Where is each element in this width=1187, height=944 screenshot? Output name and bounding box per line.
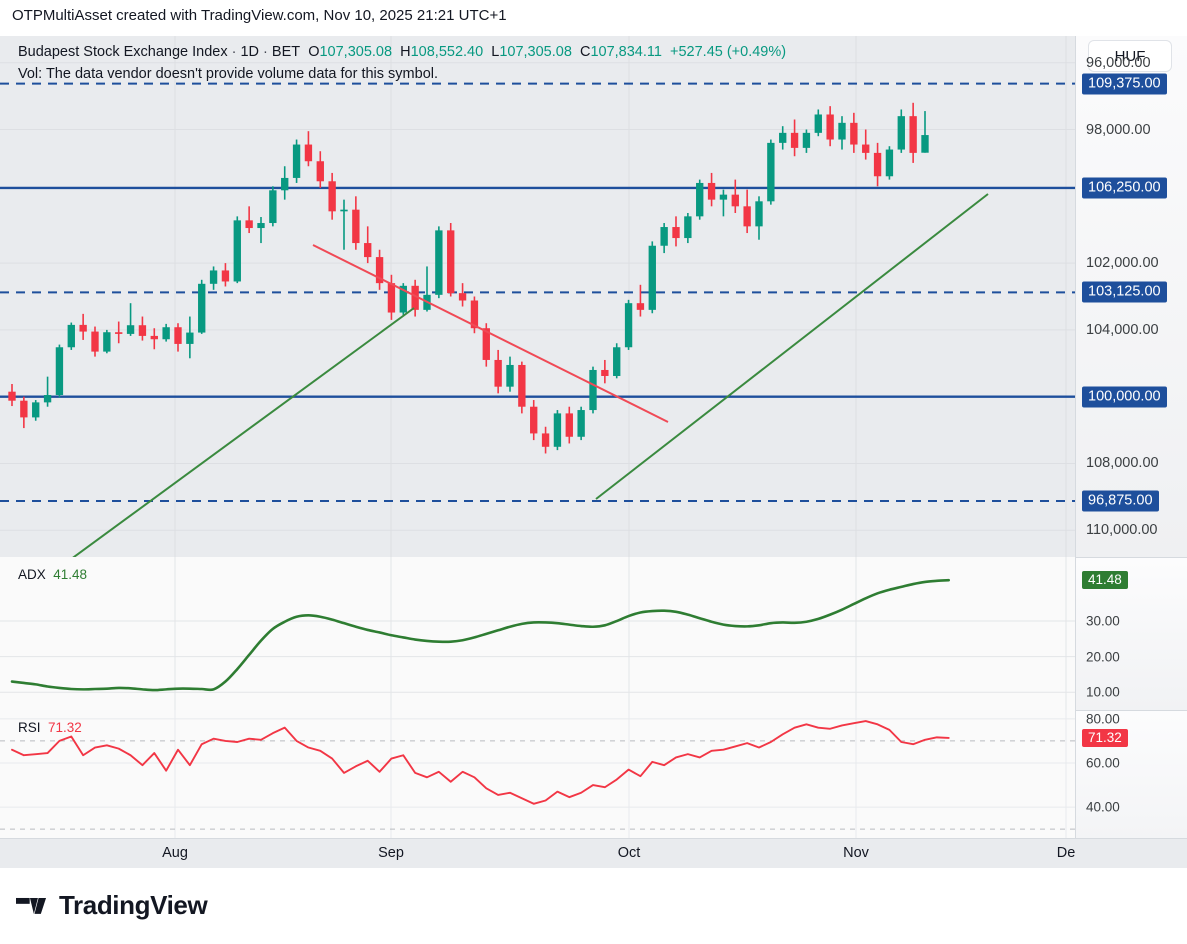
rsi-legend: RSI 71.32 xyxy=(18,720,82,735)
legend-open-label: O xyxy=(308,44,320,60)
price-pane[interactable] xyxy=(0,36,1075,557)
tradingview-mark-icon xyxy=(16,897,47,914)
legend-sep-1: · xyxy=(227,44,241,60)
legend-close-label: C xyxy=(579,44,591,60)
price-level-badge-96875[interactable]: 96,875.00 xyxy=(1082,490,1159,512)
adx-tick-20: 20.00 xyxy=(1086,649,1120,665)
adx-value-badge[interactable]: 41.48 xyxy=(1082,571,1128,590)
price-level-badge-100000[interactable]: 100,000.00 xyxy=(1082,386,1167,408)
legend-low-value: 107,305.08 xyxy=(499,44,572,60)
time-axis[interactable]: Aug Sep Oct Nov De xyxy=(0,838,1187,869)
price-tick-104000: 102,000.00 xyxy=(1086,255,1159,272)
rsi-legend-name[interactable]: RSI xyxy=(18,720,41,735)
rsi-legend-value: 71.32 xyxy=(48,720,82,735)
tradingview-logo[interactable]: TradingView xyxy=(16,890,208,921)
symbol-legend: Budapest Stock Exchange Index · 1D · BET… xyxy=(18,44,786,60)
legend-close-value: 107,834.11 xyxy=(590,44,662,60)
legend-sep-2: · xyxy=(259,44,272,60)
price-tick-110000: 96,000.00 xyxy=(1086,54,1151,71)
attribution-text: OTPMultiAsset created with TradingView.c… xyxy=(12,7,507,24)
right-price-scale[interactable]: HUF 110,000.00 108,000.00 104,000.00 102,00… xyxy=(1075,36,1187,839)
price-chart-canvas xyxy=(0,36,1075,557)
footer: TradingView xyxy=(0,868,1187,944)
legend-high-value: 108,552.40 xyxy=(410,44,484,60)
price-tick-108000: 98,000.00 xyxy=(1086,121,1151,138)
legend-high-label: H xyxy=(400,44,411,60)
adx-tick-30: 30.00 xyxy=(1086,613,1120,629)
rsi-value-badge[interactable]: 71.32 xyxy=(1082,728,1128,747)
price-tick-102000: 104,000.00 xyxy=(1086,321,1159,338)
adx-legend: ADX 41.48 xyxy=(18,567,87,582)
adx-chart-canvas xyxy=(0,557,1075,710)
time-label-de: De xyxy=(1056,845,1076,861)
time-label-aug: Aug xyxy=(162,845,188,861)
volume-legend: Vol: The data vendor doesn't provide vol… xyxy=(18,66,439,82)
legend-interval[interactable]: 1D xyxy=(240,44,260,60)
time-label-oct: Oct xyxy=(617,845,641,861)
adx-legend-value: 41.48 xyxy=(53,567,88,582)
time-label-sep: Sep xyxy=(378,845,404,861)
legend-symbol[interactable]: Budapest Stock Exchange Index xyxy=(18,44,228,60)
price-level-badge-103125[interactable]: 103,125.00 xyxy=(1082,281,1167,303)
legend-change-value: +527.45 (+0.49%) xyxy=(670,44,787,60)
adx-tick-10: 10.00 xyxy=(1086,684,1120,700)
legend-open-value: 107,305.08 xyxy=(319,44,393,60)
rsi-chart-canvas xyxy=(0,710,1075,838)
legend-low-label: L xyxy=(491,44,500,60)
currency-badge[interactable]: HUF xyxy=(1088,40,1172,72)
legend-exchange: BET xyxy=(271,44,301,60)
price-level-badge-109375[interactable]: 109,375.00 xyxy=(1082,73,1167,95)
tradingview-wordmark: TradingView xyxy=(59,890,208,920)
price-level-badge-106250[interactable]: 106,250.00 xyxy=(1082,177,1167,199)
rsi-tick-40: 40.00 xyxy=(1086,799,1120,815)
price-tick-98000: 108,000.00 xyxy=(1086,455,1159,472)
adx-pane[interactable] xyxy=(0,557,1075,710)
rsi-pane[interactable] xyxy=(0,710,1075,838)
adx-legend-name[interactable]: ADX xyxy=(18,567,46,582)
rsi-tick-60: 60.00 xyxy=(1086,755,1120,771)
rsi-tick-80: 80.00 xyxy=(1086,711,1120,727)
time-label-nov: Nov xyxy=(843,845,869,861)
price-tick-96000: 110,000.00 xyxy=(1086,522,1158,539)
